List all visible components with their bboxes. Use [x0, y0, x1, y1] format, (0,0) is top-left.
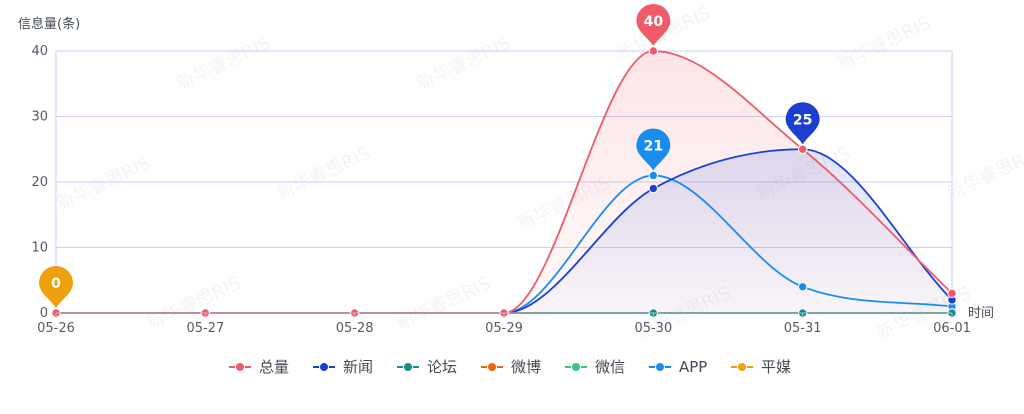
- x-tick-label: 06-01: [933, 321, 971, 336]
- legend-label: 总量: [259, 358, 289, 376]
- legend-swatch-dot: [571, 362, 581, 372]
- legend-swatch-dot: [737, 362, 747, 372]
- legend-item-总量: 总量: [229, 358, 289, 376]
- legend-item-微信: 微信: [565, 358, 625, 376]
- legend-label: 微博: [511, 358, 541, 376]
- data-point: [648, 183, 659, 194]
- legend-swatch-dot: [487, 362, 497, 372]
- value-marker-label: 25: [793, 112, 812, 128]
- watermark-text: 新华睿思RIS: [833, 13, 934, 75]
- data-point: [797, 282, 808, 292]
- data-point: [797, 144, 808, 154]
- legend: 总量 新闻 论坛 微博 微信 APP 平媒: [229, 358, 791, 376]
- watermark-text: 新华睿思RIS: [413, 33, 514, 95]
- y-tick-label: 30: [31, 110, 48, 125]
- value-marker-pin: [636, 3, 671, 46]
- legend-item-APP: APP: [649, 358, 707, 376]
- legend-label: 微信: [595, 358, 625, 376]
- y-tick-label: 20: [31, 175, 48, 190]
- y-tick-label: 40: [31, 44, 48, 59]
- x-tick-label: 05-26: [37, 321, 75, 336]
- x-axis: 05-26 05-27 05-28 05-29 05-30 05-31 06-01: [37, 312, 971, 336]
- y-axis: 0 10 20 30 40: [31, 44, 48, 321]
- y-axis-title: 信息量(条): [18, 16, 80, 32]
- value-marker-label: 21: [644, 138, 663, 154]
- legend-item-平媒: 平媒: [731, 358, 791, 376]
- data-point: [648, 46, 659, 56]
- x-tick-label: 05-30: [634, 321, 672, 336]
- watermark-text: 新华睿思RIS: [393, 273, 494, 335]
- x-tick-label: 05-28: [336, 321, 374, 336]
- legend-item-新闻: 新闻: [313, 358, 373, 376]
- legend-label: 论坛: [427, 358, 457, 376]
- data-point: [947, 288, 957, 299]
- value-marker-pin: [785, 102, 820, 145]
- legend-swatch-dot: [319, 362, 329, 372]
- value-marker-pin: [39, 265, 73, 308]
- value-marker-label: 40: [644, 14, 664, 30]
- value-marker-pin: [636, 128, 671, 171]
- value-markers: 0 40 21 25: [39, 3, 820, 308]
- watermark-text: 新华睿思RIS: [173, 33, 274, 95]
- x-axis-title: 时间: [968, 306, 994, 321]
- x-tick-label: 05-27: [186, 321, 224, 336]
- watermark-text: 新华睿思RIS: [273, 143, 374, 205]
- legend-swatch-dot: [235, 362, 245, 372]
- legend-label: APP: [679, 358, 707, 376]
- y-tick-label: 10: [31, 241, 48, 256]
- x-tick-label: 05-29: [485, 321, 523, 336]
- legend-item-微博: 微博: [481, 358, 541, 376]
- data-point: [648, 170, 659, 181]
- legend-label: 平媒: [761, 358, 791, 376]
- legend-item-论坛: 论坛: [397, 358, 457, 376]
- area-fills: [56, 51, 952, 313]
- area-新闻: [56, 149, 952, 313]
- watermark-text: 新华睿思RIS: [53, 153, 154, 215]
- value-marker-label: 0: [51, 276, 61, 292]
- x-tick-label: 05-31: [784, 321, 822, 336]
- legend-label: 新闻: [343, 358, 373, 376]
- watermark-text: 新华睿思RIS: [943, 143, 1024, 205]
- legend-swatch-dot: [403, 362, 413, 372]
- y-tick-label: 0: [40, 306, 48, 321]
- legend-swatch-dot: [655, 362, 665, 372]
